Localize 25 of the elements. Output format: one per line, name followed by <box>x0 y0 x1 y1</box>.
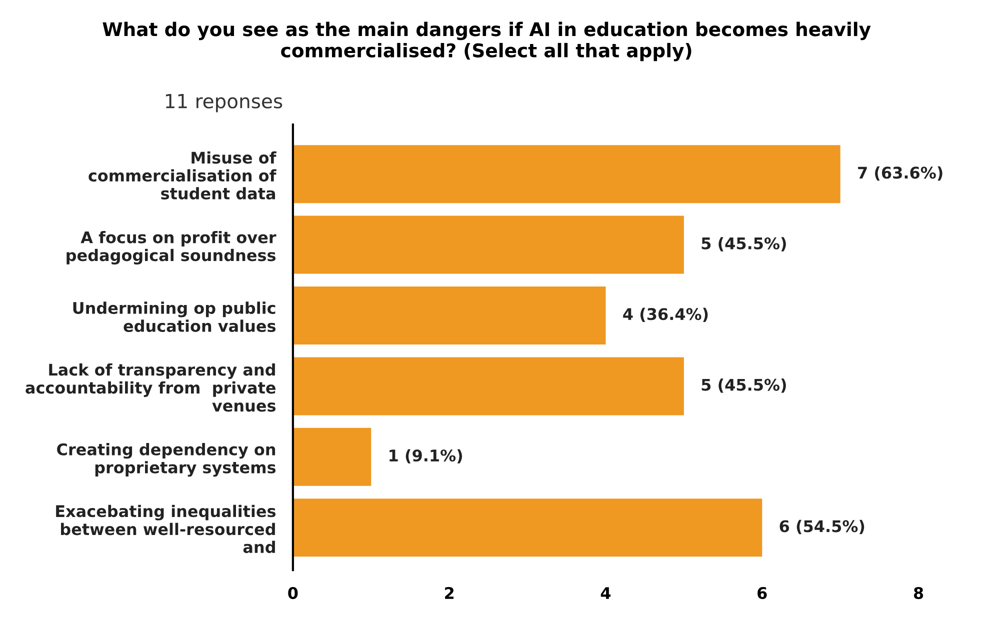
data-label: 5 (45.5%) <box>702 378 786 393</box>
y-tick-label: A focus on profit over pedagogical soundness <box>66 231 276 264</box>
data-label: 1 (9.1%) <box>390 449 462 464</box>
bar <box>292 357 684 416</box>
data-label: 6 (54.5%) <box>780 520 864 534</box>
y-tick-label: Exacebating inequalities between well-resourced and <box>56 504 276 554</box>
x-tick-label: 0 <box>288 586 298 600</box>
bar <box>292 498 762 557</box>
x-tick-label: 6 <box>758 587 767 600</box>
chart-subtitle: 11 reponses <box>166 94 282 112</box>
x-tick-label: 4 <box>600 587 611 599</box>
x-tick-label: 2 <box>445 586 454 599</box>
x-tick-label: 8 <box>914 586 924 600</box>
y-tick-label: Lack of transparency and accountability from private venues <box>26 363 276 412</box>
data-label: 5 (45.5%) <box>702 237 786 252</box>
y-tick-label: Undermining op public education values <box>73 302 276 332</box>
bar <box>292 286 606 344</box>
bar <box>292 145 840 204</box>
bar <box>292 216 684 274</box>
y-tick-label: Misuse of commercialisation of student data <box>88 151 276 200</box>
bar <box>292 428 372 486</box>
y-tick-label: Creating dependency on proprietary systems <box>57 443 276 477</box>
data-label: 4 (36.4%) <box>623 308 708 322</box>
chart-title: What do you see as the main dangers if AI in education becomes heavily commercialised? (Select all that apply) <box>102 22 871 62</box>
data-label: 7 (63.6%) <box>858 166 942 181</box>
